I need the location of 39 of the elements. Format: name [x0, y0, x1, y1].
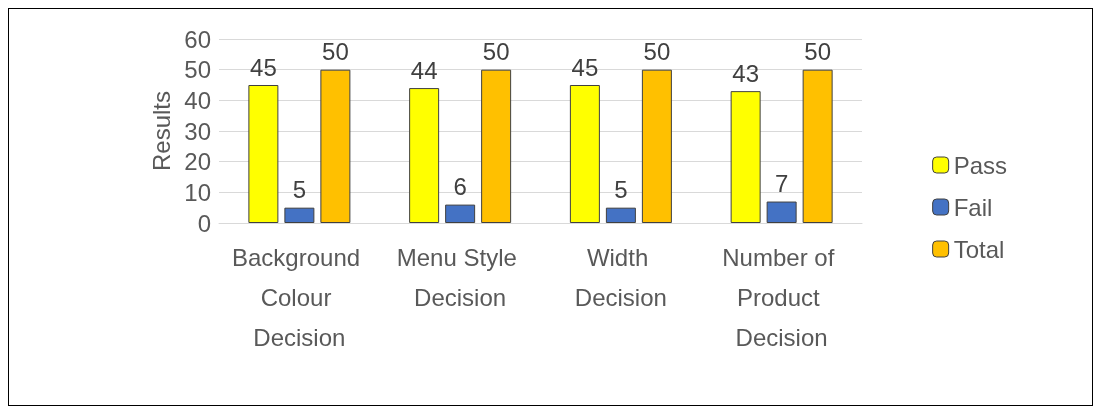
- data-label: 50: [643, 38, 671, 66]
- bar: [248, 85, 279, 223]
- legend-label: Fail: [953, 193, 993, 221]
- data-label: 50: [482, 38, 510, 66]
- x-tick-label: Width Decision: [574, 243, 667, 311]
- y-tick-label: 50: [184, 56, 211, 84]
- y-tick-label: 10: [184, 178, 211, 206]
- y-tick-label: 30: [184, 117, 211, 145]
- x-tick-label: Number of Product Decision: [722, 243, 841, 351]
- bar: [766, 201, 797, 223]
- data-label: 50: [322, 38, 349, 66]
- data-label: 5: [614, 176, 628, 204]
- y-axis-title: Results: [147, 90, 175, 172]
- y-tick-label: 0: [197, 209, 211, 237]
- bar: [284, 207, 315, 223]
- data-label: 44: [410, 56, 438, 84]
- x-tick-label: Background Colour Decision: [231, 243, 367, 351]
- data-label: 50: [804, 38, 831, 66]
- bar: [481, 69, 512, 223]
- y-tick-label: 40: [184, 86, 211, 114]
- data-label: 7: [774, 170, 789, 198]
- bar: [802, 69, 833, 223]
- legend-label: Pass: [953, 151, 1007, 179]
- bar: [641, 69, 672, 223]
- data-label: 6: [453, 173, 467, 201]
- data-label: 45: [571, 53, 599, 81]
- y-tick-label: 20: [184, 148, 211, 176]
- legend-label: Total: [953, 235, 1005, 263]
- data-label: 43: [732, 59, 759, 87]
- bar: [569, 85, 600, 223]
- bar: [730, 91, 761, 223]
- y-tick-label: 60: [184, 25, 211, 53]
- bar: [409, 88, 440, 223]
- bar: [605, 207, 636, 223]
- x-tick-label: Menu Style Decision: [396, 243, 524, 311]
- bar: [445, 204, 476, 223]
- data-label: 45: [250, 53, 277, 81]
- bar: [320, 69, 351, 223]
- data-label: 5: [292, 176, 307, 204]
